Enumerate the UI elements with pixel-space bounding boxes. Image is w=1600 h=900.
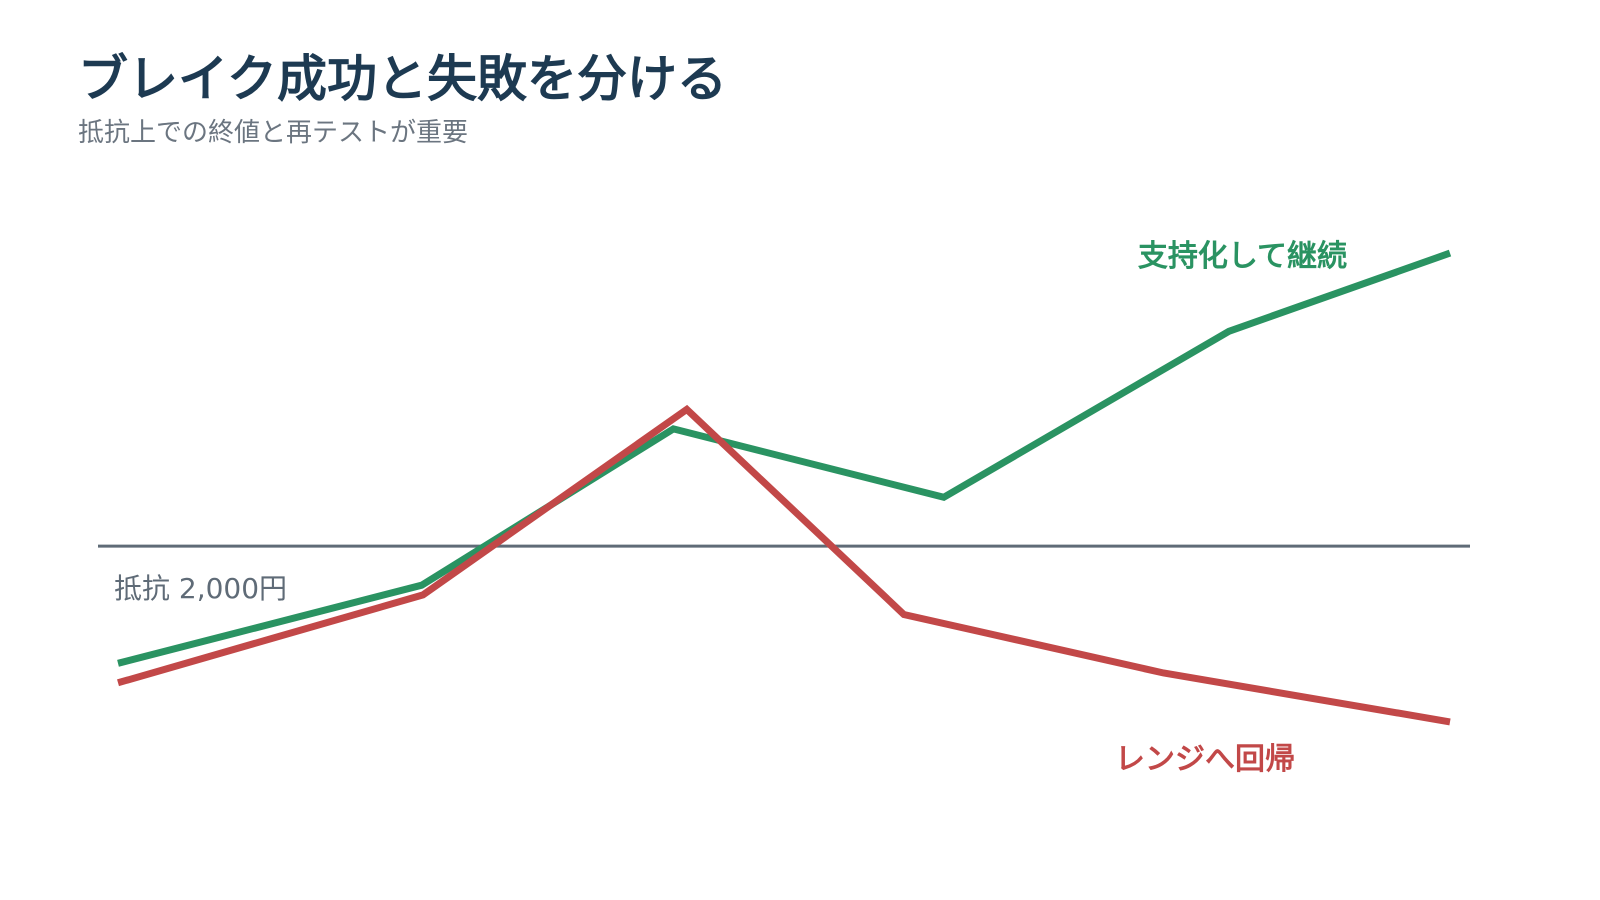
series-points-breakout-success bbox=[117, 253, 1451, 664]
series-line-range-return bbox=[117, 404, 1451, 726]
series-line-breakout-success bbox=[117, 249, 1452, 667]
resistance-label: 抵抗 2,000円 bbox=[114, 572, 287, 605]
chart-subtitle: 抵抗上での終値と再テストが重要 bbox=[78, 118, 469, 148]
series-label-breakout-success: 支持化して継続 bbox=[1138, 239, 1347, 274]
series-points-range-return bbox=[117, 409, 1451, 722]
series-label-range-return: レンジへ回帰 bbox=[1115, 742, 1295, 777]
chart-title: ブレイク成功と失敗を分ける bbox=[78, 50, 727, 108]
